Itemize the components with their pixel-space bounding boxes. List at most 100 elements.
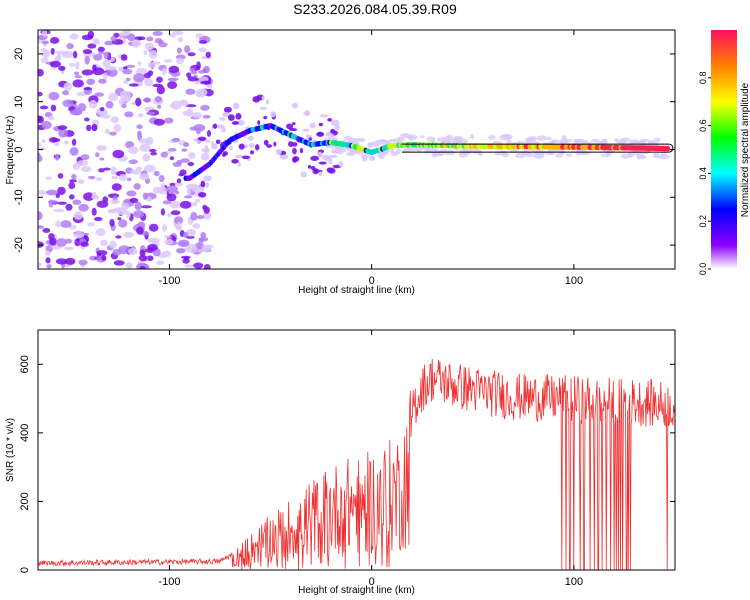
spectrogram-ylabel: Frequency (Hz) (5, 116, 16, 185)
noise-blob (88, 99, 98, 109)
scatter-blob (231, 159, 239, 164)
halo-blob (333, 147, 346, 153)
snr-xlabel: Height of straight line (km) (298, 585, 415, 596)
noise-blob (198, 70, 205, 74)
scatter-blob (259, 106, 267, 110)
noise-blob (97, 46, 105, 53)
noise-blob (170, 210, 181, 216)
noise-blob (69, 179, 77, 183)
noise-blob (44, 111, 53, 118)
noise-blob (176, 159, 183, 165)
noise-blob (75, 61, 80, 70)
scatter-blob (292, 147, 297, 155)
halo-blob (400, 133, 412, 139)
snr-xtick-label: 0 (369, 576, 375, 588)
noise-blob (102, 72, 108, 80)
noise-blob (38, 241, 44, 248)
scatter-blob (200, 180, 206, 188)
noise-blob (126, 190, 137, 197)
noise-blob (57, 186, 66, 196)
noise-blob (129, 197, 139, 204)
noise-blob (200, 80, 211, 85)
noise-blob (184, 264, 194, 268)
noise-blob (139, 249, 146, 257)
scatter-blob (318, 122, 324, 127)
noise-blob (166, 193, 177, 202)
noise-blob (96, 145, 108, 151)
noise-blob (146, 36, 154, 42)
halo-blob (342, 136, 353, 141)
noise-blob (118, 98, 124, 106)
noise-blob (126, 177, 132, 182)
noise-blob (140, 205, 152, 209)
noise-blob (95, 177, 103, 181)
halo-blob (657, 154, 670, 160)
noise-blob (152, 31, 163, 37)
noise-blob (183, 142, 190, 148)
noise-blob (176, 248, 186, 254)
halo-blob (536, 135, 548, 141)
noise-blob (68, 62, 76, 67)
noise-blob (125, 64, 136, 68)
scatter-blob (303, 111, 310, 116)
scatter-blob (216, 124, 225, 129)
noise-blob (118, 173, 127, 182)
noise-blob (60, 220, 72, 228)
noise-blob (111, 175, 119, 180)
noise-blob (72, 50, 78, 59)
scatter-blob (288, 141, 294, 148)
noise-blob (87, 43, 97, 49)
noise-blob (106, 68, 118, 77)
scatter-blob (299, 147, 304, 154)
noise-blob (138, 173, 150, 181)
noise-blob (177, 36, 183, 43)
noise-blob (166, 185, 179, 193)
noise-blob (146, 196, 152, 202)
scatter-blob (327, 167, 336, 174)
scatter-blob (248, 143, 255, 149)
noise-blob (201, 55, 208, 60)
scatter-blob (203, 175, 212, 182)
noise-blob (134, 201, 142, 211)
noise-blob (157, 104, 162, 109)
noise-blob (93, 216, 103, 222)
noise-blob (161, 67, 167, 76)
halo-blob (373, 142, 381, 147)
noise-blob (125, 77, 131, 82)
noise-blob (93, 53, 103, 61)
noise-blob (58, 65, 66, 71)
noise-blob (123, 200, 131, 204)
noise-blob (198, 237, 204, 244)
scatter-blob (212, 123, 218, 129)
noise-blob (135, 97, 142, 107)
noise-blob (95, 152, 100, 158)
noise-blob (55, 220, 62, 228)
noise-blob (53, 208, 65, 213)
noise-blob (125, 210, 131, 219)
noise-blob (45, 257, 51, 264)
halo-blob (636, 153, 642, 160)
scatter-blob (330, 133, 334, 138)
noise-blob (206, 84, 213, 89)
noise-blob (98, 51, 105, 55)
scatter-blob (303, 128, 310, 132)
noise-blob (80, 241, 89, 247)
scatter-blob (204, 145, 209, 150)
noise-blob (52, 138, 61, 142)
halo-blob (554, 153, 563, 158)
noise-blob (152, 186, 163, 194)
noise-blob (45, 250, 51, 256)
noise-blob (73, 231, 85, 239)
noise-blob (64, 140, 69, 145)
noise-blob (103, 167, 111, 171)
halo-blob (620, 137, 631, 143)
noise-blob (38, 115, 45, 124)
scatter-blob (222, 112, 230, 118)
halo-blob (590, 138, 600, 143)
noise-blob (118, 67, 124, 72)
noise-blob (69, 147, 79, 156)
noise-blob (82, 49, 93, 55)
scatter-blob (254, 144, 260, 151)
noise-blob (198, 40, 208, 44)
noise-blob (158, 42, 168, 48)
